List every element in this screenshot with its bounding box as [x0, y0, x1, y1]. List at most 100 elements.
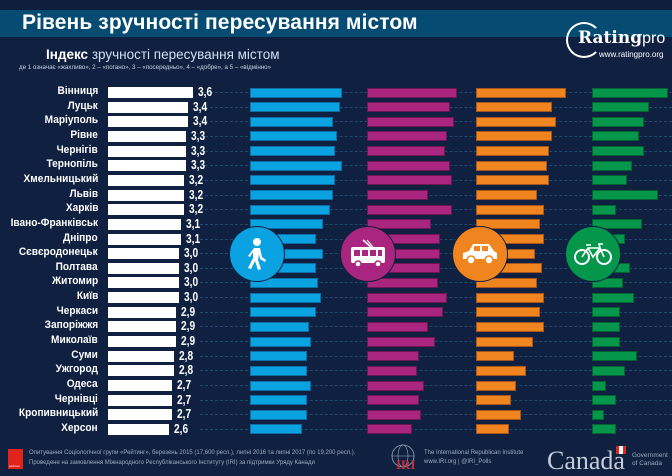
- city-label-text: Черкаси: [56, 304, 98, 317]
- walking-bar: [250, 424, 302, 435]
- gridline: [200, 385, 672, 386]
- public_transport-bar: [367, 365, 417, 376]
- iri-globe-icon: IRI: [391, 444, 416, 471]
- overall-index-label: 3,0: [183, 274, 198, 290]
- overall-index-label: 3,0: [183, 259, 198, 275]
- bicycle-bar: [592, 131, 640, 142]
- overall-index-bar: [108, 292, 179, 304]
- car-bar: [476, 395, 512, 406]
- overall-index-label: 2,8: [179, 362, 194, 378]
- city-label-text: Луцьк: [67, 99, 98, 112]
- overall-index-label: 3,2: [188, 171, 203, 187]
- car-bar: [476, 351, 514, 362]
- overall-index-label: 2,8: [179, 347, 194, 363]
- city-label-text: Дніпро: [63, 231, 98, 244]
- car-bar: [476, 175, 550, 186]
- logo-url: www.ratingpro.org: [599, 50, 664, 59]
- city-label-text: Одеса: [67, 378, 98, 390]
- walking-bar: [250, 160, 343, 171]
- walking-bar: [250, 409, 307, 420]
- walking-bar: [250, 116, 333, 127]
- gridline: [200, 326, 672, 328]
- public_transport-bar: [367, 116, 455, 127]
- public_transport-bar: [367, 190, 429, 201]
- city-label-text: Івано-Франківськ: [10, 216, 98, 229]
- iri-line-1: The International Republican Institute: [424, 450, 524, 456]
- overall-index-bar: [108, 160, 186, 172]
- overall-index-bar: [108, 130, 186, 142]
- walking-bar: [250, 307, 317, 318]
- overall-index-label: 3,3: [190, 142, 205, 158]
- city-label-text: Житомир: [51, 275, 98, 288]
- city-label: Кропивницький: [0, 407, 98, 419]
- footer-line-1: Опитування Соціологічної групи «Рейтинг»…: [29, 450, 356, 456]
- car-bar: [476, 160, 547, 171]
- public_transport-bar: [367, 424, 412, 435]
- city-label-text: Чернігів: [56, 143, 98, 156]
- overall-index-label: 3,3: [190, 157, 205, 173]
- walking-bar: [250, 219, 324, 230]
- gridline: [200, 341, 672, 343]
- city-label: Луцьк: [0, 100, 98, 112]
- overall-index-label: 2,9: [181, 303, 196, 319]
- public_transport-bar: [367, 204, 452, 215]
- public_transport-bar: [367, 87, 457, 98]
- car-bar: [476, 219, 540, 230]
- walking-bar: [250, 292, 321, 303]
- gov-line-1: Government: [632, 452, 668, 459]
- overall-index-bar: [108, 145, 186, 157]
- overall-index-label: 3,3: [190, 127, 205, 143]
- city-label: Львів: [0, 188, 98, 200]
- city-label: Запоріжжя: [0, 319, 98, 331]
- overall-index-label: 2,6: [174, 420, 189, 436]
- walking-bar: [250, 336, 312, 347]
- overall-index-bar: [108, 394, 172, 406]
- walking-bar: [250, 351, 307, 362]
- overall-index-label: 3,4: [193, 98, 208, 114]
- public_transport-bar: [367, 160, 450, 171]
- car-bar: [476, 190, 538, 201]
- city-label: Тернопіль: [0, 158, 98, 170]
- city-label-text: Запоріжжя: [44, 319, 98, 332]
- gridline: [200, 370, 672, 372]
- city-label: Хмельницький: [0, 173, 98, 185]
- walking-bar: [250, 380, 312, 391]
- public_transport-bar: [367, 219, 431, 230]
- walking-bar: [250, 365, 307, 376]
- city-label-text: Херсон: [61, 421, 98, 434]
- pedestrian-icon: [242, 237, 272, 271]
- city-label: Вінниця: [0, 85, 98, 97]
- bicycle-bar: [592, 307, 621, 318]
- bicycle-bar: [592, 336, 621, 347]
- city-label: Миколаїв: [0, 334, 98, 346]
- overall-index-bar: [108, 262, 179, 274]
- city-label-text: Ужгород: [55, 363, 98, 376]
- city-label-text: Тернопіль: [46, 158, 98, 171]
- trolleybus-badge: [340, 226, 396, 282]
- city-label: Житомир: [0, 275, 98, 287]
- walking-bar: [250, 190, 333, 201]
- overall-index-label: 3,0: [183, 289, 198, 305]
- city-label-text: Хмельницький: [23, 172, 98, 185]
- city-label: Ужгород: [0, 363, 98, 375]
- public_transport-bar: [367, 146, 445, 157]
- page-title: Рівень зручності пересування містом: [22, 11, 418, 34]
- car-bar: [476, 365, 526, 376]
- car-bar: [476, 116, 557, 127]
- city-label-text: Кропивницький: [18, 407, 98, 420]
- public_transport-bar: [367, 307, 443, 318]
- bicycle-bar: [592, 321, 621, 332]
- public_transport-bar: [367, 351, 419, 362]
- pedestrian-badge: [229, 226, 285, 282]
- public_transport-bar: [367, 380, 424, 391]
- car-bar: [476, 102, 552, 113]
- city-label: Дніпро: [0, 232, 98, 244]
- public_transport-bar: [367, 131, 448, 142]
- city-label: Полтава: [0, 261, 98, 273]
- city-label-text: Львів: [69, 187, 98, 200]
- scale-note: де 1 означає «жахливо», 2 – «погано», 3 …: [19, 64, 272, 71]
- overall-index-bar: [108, 306, 177, 318]
- city-label: Херсон: [0, 422, 98, 434]
- footer-line-2: Проведене на замовлення Міжнародного Рес…: [29, 460, 315, 466]
- canada-flag-icon: [616, 446, 626, 454]
